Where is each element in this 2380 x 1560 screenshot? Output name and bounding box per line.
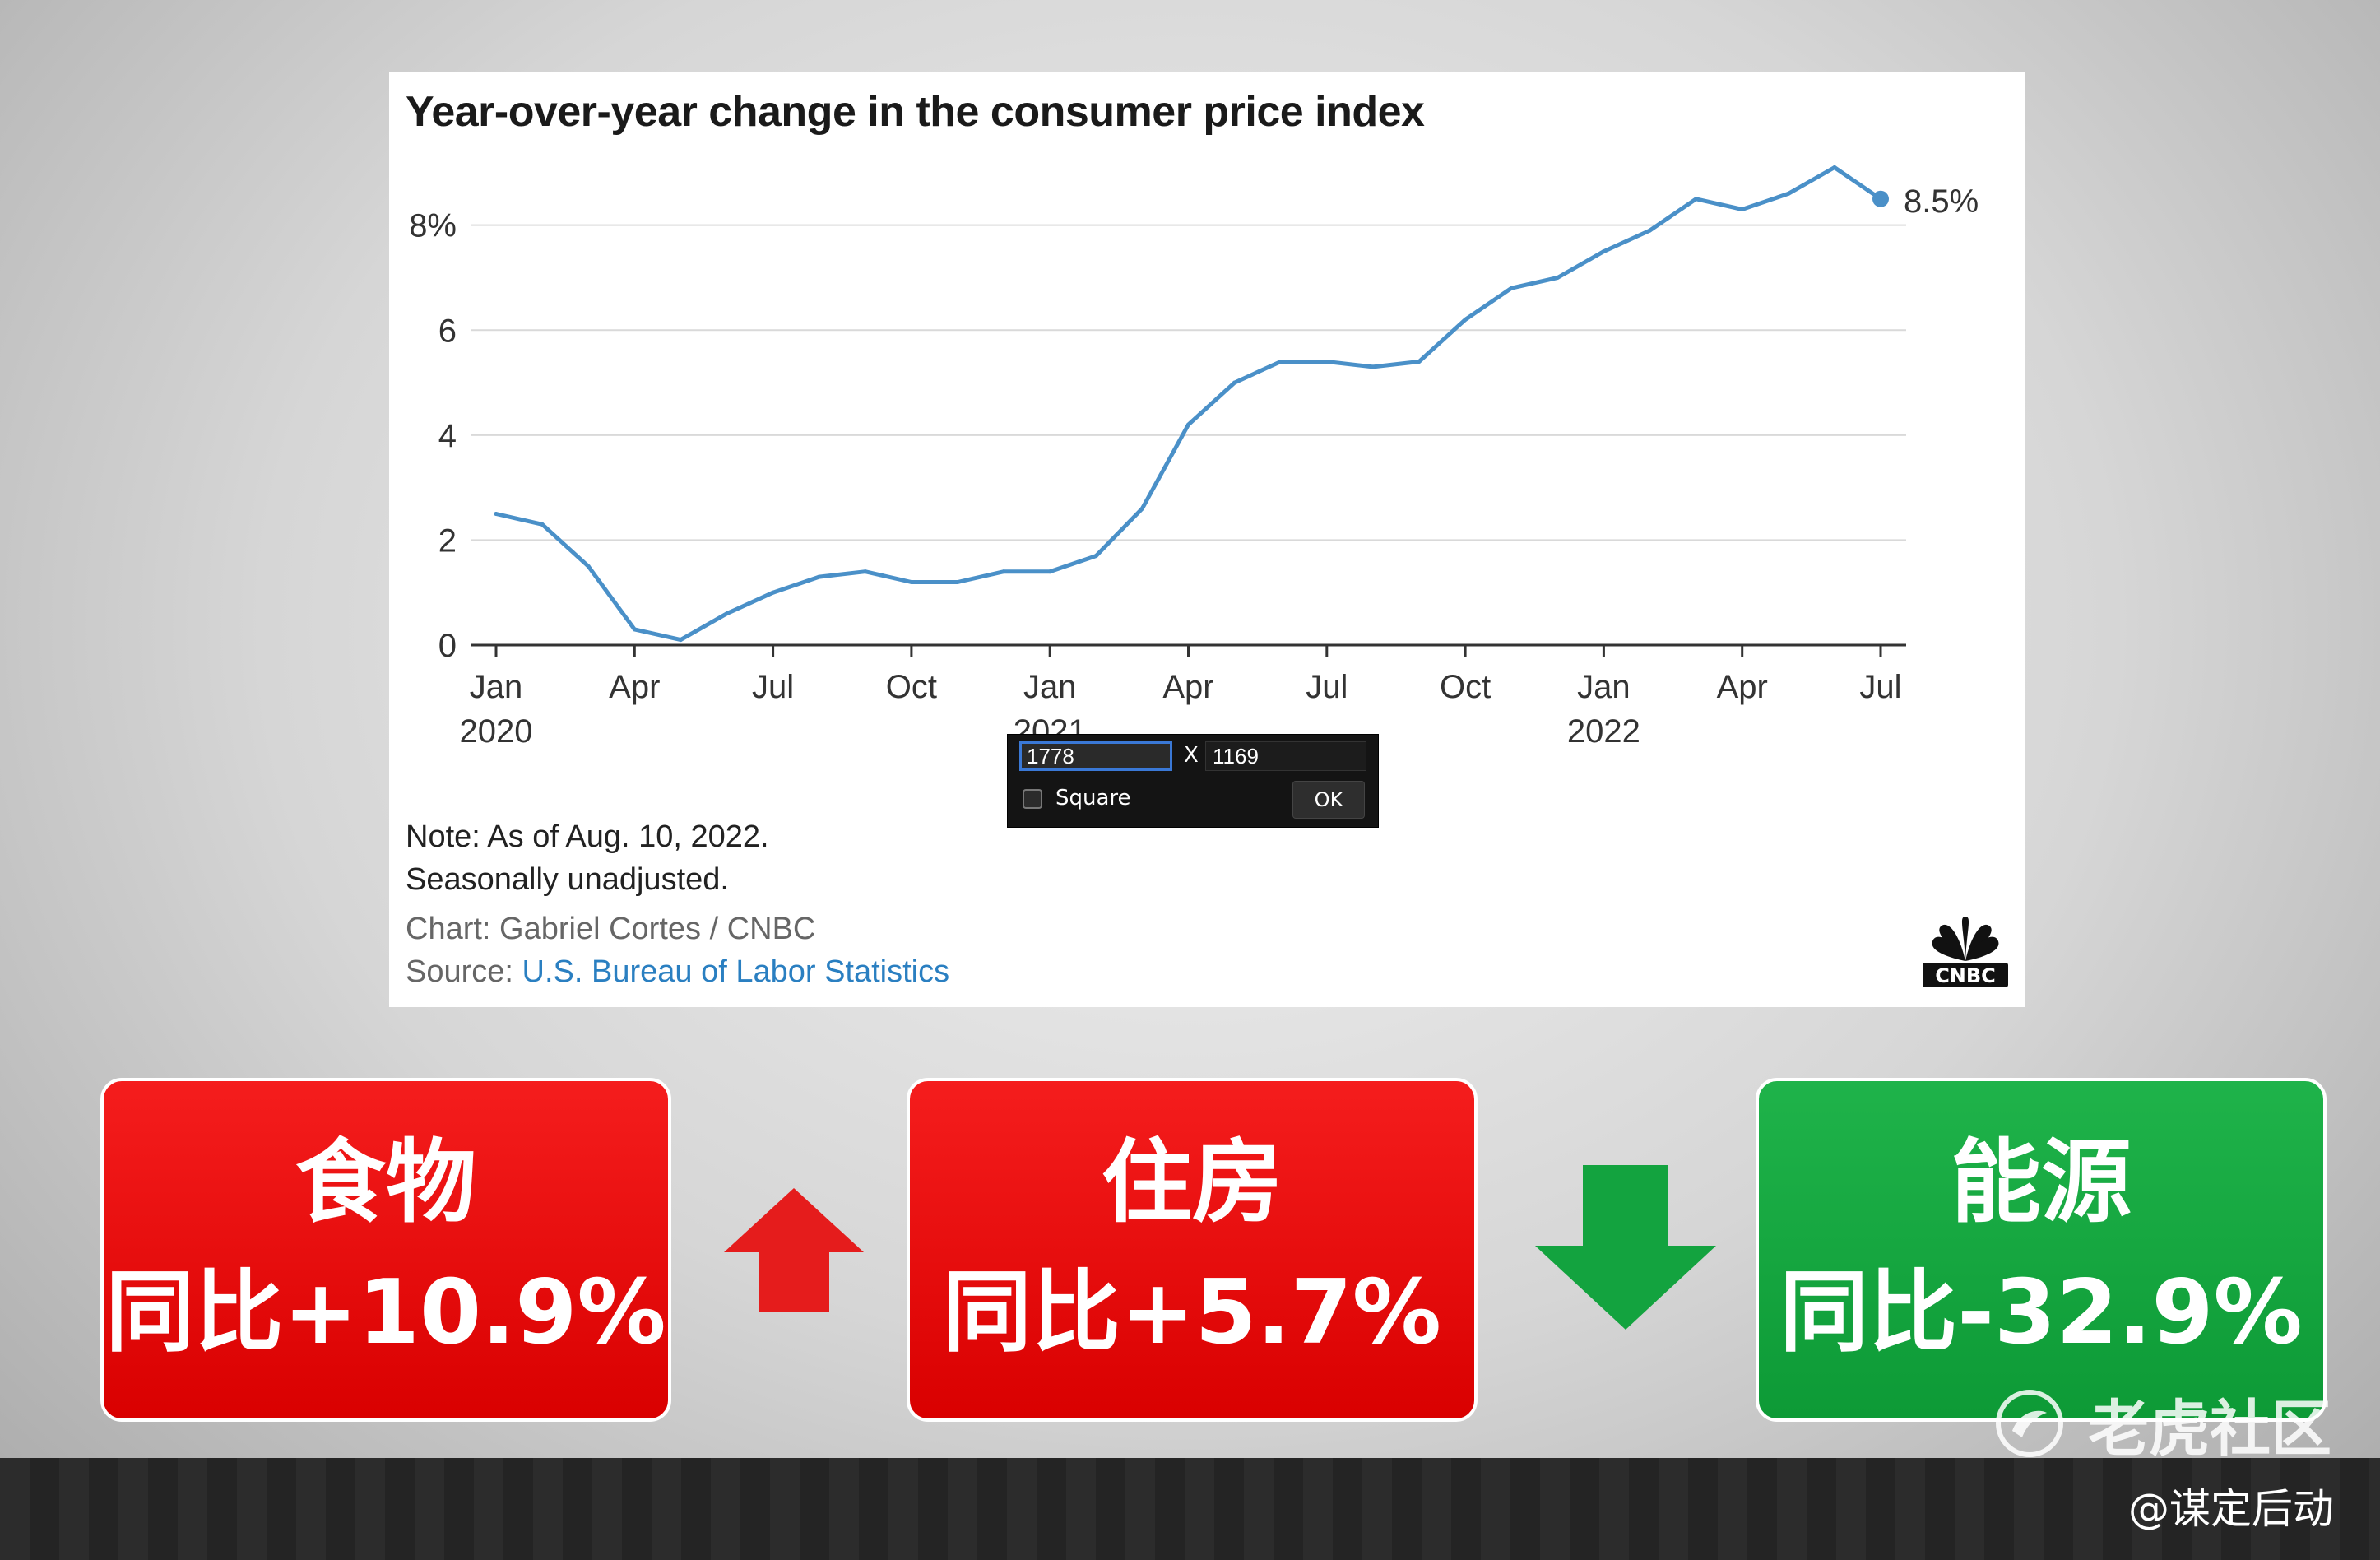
data-point-11 (1001, 569, 1006, 574)
food-label: 食物 (295, 1130, 476, 1235)
note-seasonal: Seasonally unadjusted. (406, 862, 729, 897)
data-point-18 (1325, 360, 1329, 364)
housing-label: 住房 (1102, 1130, 1283, 1235)
y-tick-label-4: 8% (409, 208, 457, 244)
data-point-25 (1648, 228, 1652, 233)
dimension-separator: X (1184, 743, 1199, 768)
watermark: 老虎社区 (1994, 1382, 2331, 1465)
data-point-0 (494, 512, 499, 517)
data-point-5 (725, 611, 729, 616)
tiger-community-logo-icon (1996, 1390, 2063, 1457)
housing-stat-box: 住房 同比+5.7% (907, 1078, 1478, 1422)
food-value: 同比+10.9% (105, 1261, 666, 1364)
energy-stat-box: 能源 同比-32.9% (1756, 1078, 2327, 1422)
x-tick-month-10: Jul (1859, 669, 1901, 705)
square-label: Square (1055, 786, 1131, 810)
square-checkbox[interactable] (1023, 789, 1042, 809)
y-tick-label-1: 2 (438, 522, 457, 559)
chart-source: Source: U.S. Bureau of Labor Statistics (406, 954, 949, 990)
x-tick-month-7: Oct (1440, 669, 1491, 705)
x-tick-month-9: Apr (1717, 669, 1768, 705)
data-point-21 (1463, 318, 1468, 323)
x-tick-month-1: Apr (609, 669, 660, 705)
data-point-20 (1417, 360, 1422, 364)
data-point-16 (1232, 380, 1237, 385)
ok-button[interactable]: OK (1292, 781, 1365, 819)
data-point-12 (1047, 569, 1052, 574)
data-point-14 (1139, 506, 1144, 511)
data-point-26 (1694, 197, 1699, 202)
chart-card: 0 2 4 6 8% Jan 2020 Apr Jul Oct Jan 2021 Apr Jul Oct J… (389, 72, 2025, 1007)
end-point-marker (1872, 190, 1889, 207)
data-point-23 (1555, 275, 1560, 280)
account-handle: @谋定后动 (2128, 1485, 2334, 1533)
size-dialog: X Square OK (1007, 734, 1379, 828)
data-point-7 (817, 574, 822, 579)
energy-label: 能源 (1951, 1130, 2132, 1235)
x-tick-month-2: Jul (752, 669, 794, 705)
gridlines (471, 224, 1906, 541)
data-point-2 (586, 564, 591, 569)
energy-value: 同比-32.9% (1779, 1261, 2303, 1364)
x-tick-year-0: 2020 (460, 713, 533, 750)
width-input[interactable] (1019, 741, 1172, 771)
y-tick-label-0: 0 (438, 628, 457, 664)
height-input[interactable] (1205, 741, 1366, 771)
data-point-13 (1093, 554, 1098, 559)
data-point-1 (540, 522, 545, 527)
x-tick-year-8: 2022 (1567, 713, 1640, 750)
data-point-15 (1186, 422, 1190, 427)
x-tick-month-4: Jan (1023, 669, 1077, 705)
data-point-24 (1601, 249, 1606, 254)
y-axis-ticks: 0 2 4 6 8% (409, 208, 457, 664)
data-point-6 (771, 590, 776, 595)
cpi-series-line (494, 165, 1883, 643)
series-line: 8.5% (494, 165, 1979, 643)
x-tick-month-6: Jul (1306, 669, 1348, 705)
bottom-bar: @谋定后动 (0, 1458, 2380, 1560)
y-tick-label-2: 4 (438, 418, 457, 454)
data-point-17 (1278, 360, 1283, 364)
watermark-text: 老虎社区 (2088, 1393, 2331, 1465)
data-point-22 (1509, 286, 1514, 290)
x-tick-month-5: Apr (1162, 669, 1213, 705)
x-tick-month-8: Jan (1577, 669, 1631, 705)
chart-title: Year-over-year change in the consumer pr… (406, 88, 1425, 136)
data-point-4 (678, 638, 683, 643)
housing-value: 同比+5.7% (942, 1261, 1442, 1364)
arrow-down-icon (1535, 1165, 1716, 1330)
data-point-10 (955, 579, 960, 584)
source-prefix: Source: (406, 954, 522, 989)
food-stat-box: 食物 同比+10.9% (100, 1078, 671, 1422)
end-value-label: 8.5% (1904, 183, 1979, 220)
data-point-9 (909, 579, 914, 584)
source-link[interactable]: U.S. Bureau of Labor Statistics (522, 954, 950, 989)
x-tick-month-0: Jan (470, 669, 523, 705)
y-tick-label-3: 6 (438, 313, 457, 349)
arrow-up-icon (724, 1188, 864, 1312)
data-point-28 (1786, 191, 1791, 196)
chart-credit: Chart: Gabriel Cortes / CNBC (406, 912, 816, 946)
data-point-8 (863, 569, 868, 574)
data-point-27 (1740, 207, 1745, 212)
note-date: Note: As of Aug. 10, 2022. (406, 819, 769, 854)
data-point-29 (1832, 165, 1837, 170)
x-tick-month-3: Oct (886, 669, 937, 705)
data-point-19 (1371, 364, 1376, 369)
cnbc-peacock-logo: CNBC (1923, 917, 2008, 987)
data-point-3 (632, 627, 637, 632)
cnbc-logo-text: CNBC (1935, 964, 1996, 987)
